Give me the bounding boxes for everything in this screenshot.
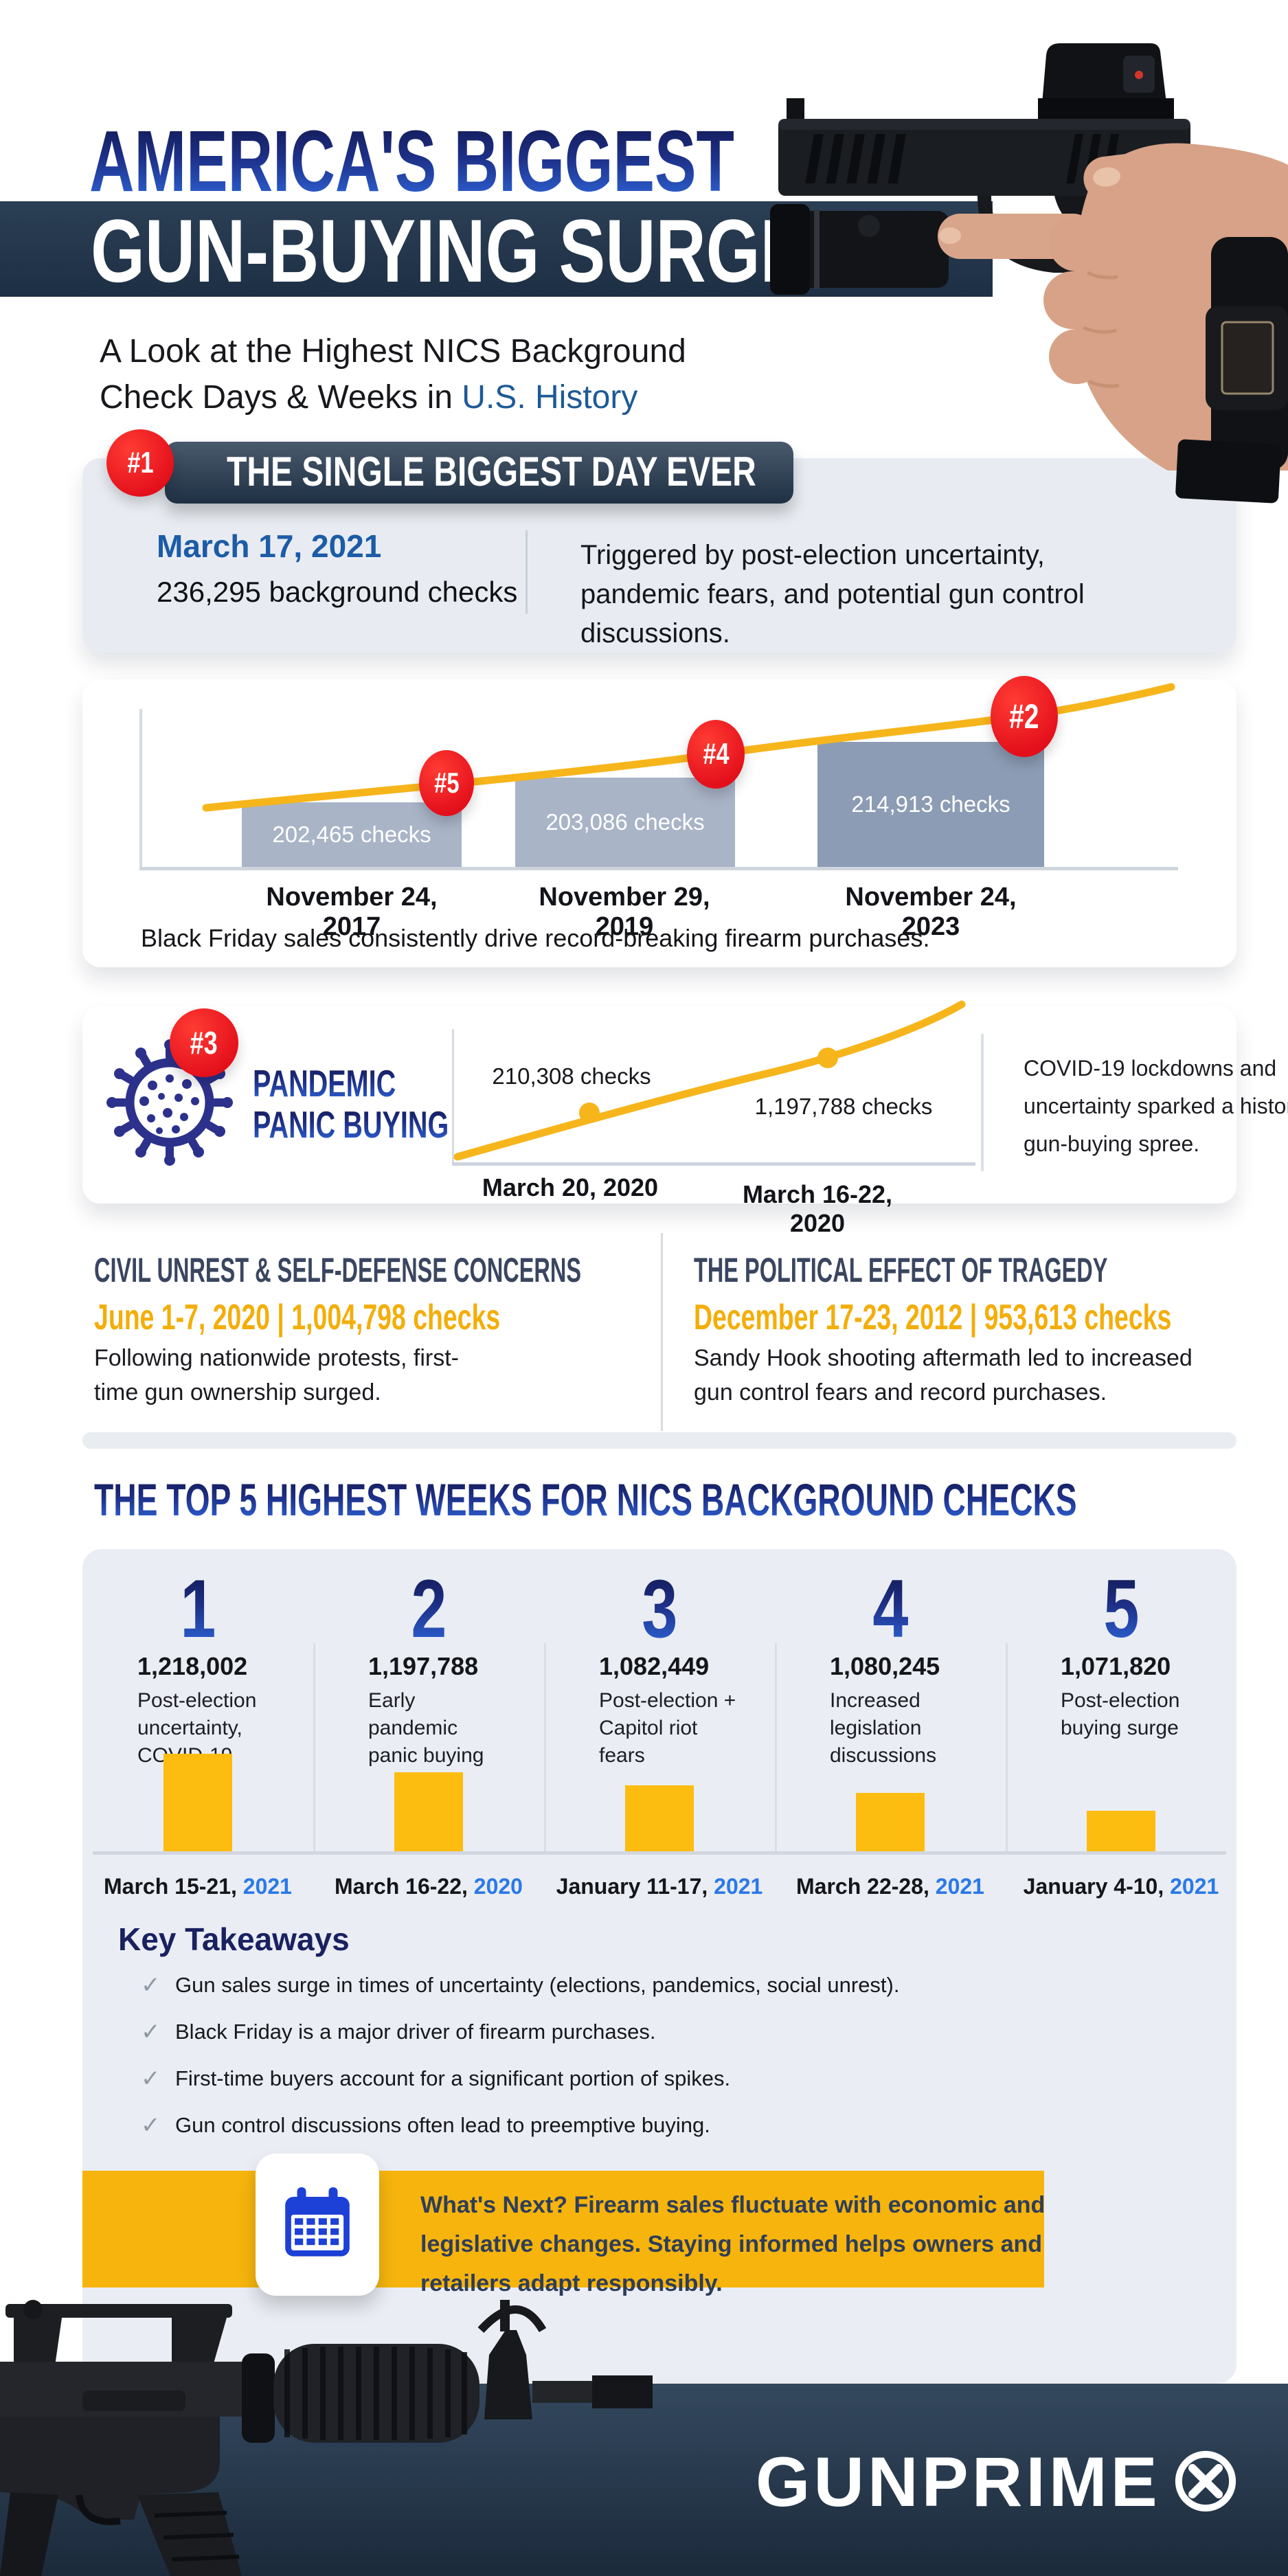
events-divider	[661, 1233, 663, 1431]
banner-title: THE SINGLE BIGGEST DAY EVER	[227, 449, 756, 495]
pistol-photo	[770, 43, 1288, 504]
top5-rank-5: 5	[1103, 1563, 1140, 1655]
top5-value-2: 1,197,788	[368, 1652, 479, 1680]
event-tragedy-title: THE POLITICAL EFFECT OF TRAGEDY	[694, 1251, 1108, 1289]
rifle-photo	[0, 2300, 653, 2576]
top5-col-divider	[544, 1643, 546, 1853]
event-tragedy-stat: December 17-23, 2012 | 953,613 checks	[694, 1298, 1172, 1337]
footer-logo-icon	[1175, 2450, 1236, 2512]
top5-date-5: January 4-10, 2021	[1023, 1874, 1219, 1899]
top5-bar-2	[394, 1772, 463, 1853]
virus-icon	[106, 1039, 233, 1166]
top5-value-1: 1,218,002	[137, 1652, 248, 1680]
top5-desc-1: Post-election uncertainty, COVID-19	[137, 1689, 257, 1767]
single-day-date: March 17, 2021	[157, 528, 382, 564]
top5-title: THE TOP 5 HIGHEST WEEKS FOR NICS BACKGRO…	[94, 1474, 1077, 1525]
takeaway-item: First-time buyers account for a signific…	[175, 2066, 731, 2090]
check-icon: ✓	[141, 2066, 161, 2092]
top5-date-1: March 15-21, 2021	[104, 1874, 292, 1899]
pandemic-title-line1: PANDEMIC	[253, 1062, 396, 1105]
event-civil-title: CIVIL UNREST & SELF-DEFENSE CONCERNS	[94, 1251, 582, 1289]
top5-rank-2: 2	[410, 1563, 447, 1655]
top5-date-4: March 22-28, 2021	[796, 1874, 984, 1899]
takeaway-item: Black Friday is a major driver of firear…	[175, 2020, 656, 2044]
top5-value-3: 1,082,449	[599, 1652, 710, 1680]
top5-bar-1	[163, 1754, 232, 1853]
pandemic-point2-value: 1,197,788 checks	[754, 1094, 933, 1119]
rank-2-badge: #2	[991, 676, 1058, 757]
pandemic-point2-date: March 16-22, 2020	[742, 1180, 893, 1237]
rank-3-badge: #3	[170, 1008, 238, 1077]
whats-next-text: What's Next? Firearm sales fluctuate wit…	[420, 2192, 1046, 2296]
top5-bar-3	[625, 1785, 694, 1853]
bf-trend-line	[202, 683, 1175, 812]
pandemic-line-chart	[453, 1000, 966, 1161]
top5-rank-1: 1	[179, 1563, 216, 1655]
check-icon: ✓	[141, 2019, 161, 2045]
single-day-banner: THE SINGLE BIGGEST DAY EVER	[165, 442, 793, 504]
bf-bar-value: 214,913 checks	[851, 791, 1010, 817]
single-day-stat: 236,295 background checks	[157, 576, 518, 608]
top5-baseline	[93, 1851, 1226, 1855]
takeaways-title: Key Takeaways	[118, 1921, 350, 1957]
top5-date-2: March 16-22, 2020	[335, 1874, 523, 1899]
bf-caption: Black Friday sales consistently drive re…	[141, 924, 930, 952]
pandemic-y-axis	[452, 1029, 454, 1164]
event-civil-description: Following nationwide protests, first-tim…	[94, 1345, 460, 1405]
bf-bar-2023: 214,913 checks	[817, 742, 1044, 867]
bf-bar-value: 202,465 checks	[272, 822, 431, 847]
subtitle-highlight: U.S. History	[462, 379, 638, 416]
hero-title-line2: GUN-BUYING SURGES	[91, 201, 853, 301]
pandemic-description: COVID-19 lockdowns and uncertainty spark…	[1024, 1056, 1288, 1156]
check-icon: ✓	[141, 1972, 161, 1998]
footer-logo-text: GUNPRIME	[756, 2443, 1161, 2521]
takeaway-item: Gun sales surge in times of uncertainty …	[175, 1973, 900, 1997]
bf-x-axis	[139, 867, 1178, 870]
rank-1-badge: #1	[106, 429, 174, 497]
pandemic-divider	[981, 1034, 984, 1171]
top5-rank-3: 3	[641, 1563, 678, 1655]
top5-desc-3: Post-election + Capitol riot fears	[599, 1689, 736, 1767]
bf-bar-2017: 202,465 checks	[242, 802, 462, 867]
single-day-description: Triggered by post-election uncertainty, …	[580, 540, 1085, 648]
top5-col-divider	[1006, 1643, 1008, 1853]
bf-date-2023: November 24, 2023	[845, 883, 1017, 941]
top5-date-3: January 11-17, 2021	[556, 1874, 763, 1899]
single-day-divider	[526, 530, 528, 614]
top5-col-divider	[775, 1643, 777, 1853]
pandemic-point1-value: 210,308 checks	[492, 1063, 651, 1089]
top5-rank-4: 4	[872, 1563, 909, 1655]
whats-next-banner	[82, 2171, 1044, 2287]
rank-5-badge: #5	[419, 750, 474, 816]
top5-col-divider	[313, 1643, 315, 1853]
top5-desc-4: Increased legislation discussions	[830, 1689, 937, 1767]
bf-y-axis	[139, 709, 142, 868]
event-tragedy-description: Sandy Hook shooting aftermath led to inc…	[694, 1345, 1193, 1405]
pandemic-card	[82, 1006, 1236, 1204]
hero-subtitle: A Look at the Highest NICS Background Ch…	[100, 328, 738, 420]
bf-date-2017: November 24, 2017	[266, 883, 438, 941]
calendar-icon	[285, 2187, 350, 2257]
takeaway-item: Gun control discussions often lead to pr…	[175, 2113, 710, 2137]
subtitle-text: A Look at the Highest NICS Background Ch…	[100, 333, 686, 416]
pandemic-point1-date: March 20, 2020	[482, 1173, 659, 1201]
top5-desc-2: Early pandemic panic buying	[368, 1689, 484, 1767]
top5-value-5: 1,071,820	[1061, 1652, 1171, 1680]
check-icon: ✓	[141, 2112, 161, 2138]
rank-4-badge: #4	[687, 720, 745, 789]
top5-bar-5	[1087, 1811, 1155, 1853]
event-civil-stat: June 1-7, 2020 | 1,004,798 checks	[94, 1298, 501, 1337]
top5-value-4: 1,080,245	[830, 1652, 940, 1680]
top5-desc-5: Post-election buying surge	[1061, 1689, 1180, 1739]
section-divider-bar	[82, 1432, 1236, 1449]
bf-bar-value: 203,086 checks	[545, 809, 705, 835]
bf-bar-2019: 203,086 checks	[515, 778, 735, 867]
pandemic-title-line2: PANIC BUYING	[253, 1103, 449, 1146]
hero-title-line1: AMERICA'S BIGGEST	[89, 113, 734, 210]
top5-bar-4	[856, 1793, 925, 1853]
bf-date-2019: November 29, 2019	[539, 883, 710, 941]
pandemic-x-axis	[452, 1162, 975, 1166]
